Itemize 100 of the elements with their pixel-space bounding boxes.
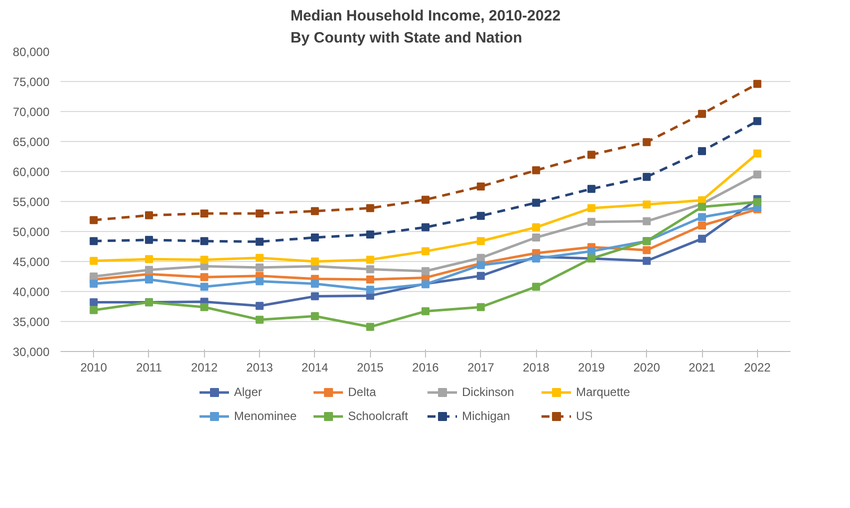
legend-label: Marquette — [576, 385, 632, 399]
point — [366, 265, 374, 274]
point — [366, 256, 374, 264]
point — [532, 166, 540, 174]
point — [144, 266, 153, 274]
point — [698, 202, 706, 211]
point — [310, 258, 319, 266]
point — [532, 282, 540, 291]
y-tick-label: 35,000 — [12, 315, 50, 329]
point — [753, 117, 762, 126]
legend-label: Alger — [234, 385, 264, 399]
y-tick-label: 65,000 — [12, 135, 50, 149]
point — [587, 184, 596, 193]
point — [310, 312, 319, 320]
point — [753, 198, 762, 206]
point — [256, 264, 264, 272]
point — [476, 182, 485, 190]
point — [587, 204, 596, 212]
y-tick-label: 60,000 — [12, 165, 50, 179]
point — [200, 237, 208, 246]
point — [532, 223, 540, 232]
point — [532, 234, 540, 242]
y-tick-label: 80,000 — [12, 45, 50, 59]
y-tick-label: 55,000 — [12, 195, 50, 209]
point — [422, 196, 430, 204]
point — [422, 267, 430, 276]
point — [310, 280, 319, 288]
x-tick-label: 2021 — [688, 360, 716, 374]
point — [642, 200, 651, 208]
point — [422, 247, 430, 256]
y-tick-label: 30,000 — [12, 345, 50, 359]
point — [200, 303, 208, 312]
point — [90, 237, 98, 246]
point — [200, 282, 208, 291]
point — [200, 210, 208, 218]
x-tick-label: 2017 — [467, 360, 494, 374]
point — [200, 256, 208, 264]
legend-label: Michigan — [462, 409, 512, 423]
point — [90, 306, 98, 314]
legend-label: Delta — [348, 385, 378, 399]
point — [256, 210, 264, 218]
y-tick-label: 45,000 — [12, 255, 50, 269]
point — [642, 246, 651, 254]
point — [366, 204, 374, 212]
point — [144, 211, 153, 220]
x-tick-label: 2016 — [412, 360, 440, 374]
x-tick-label: 2022 — [744, 360, 771, 374]
point — [532, 198, 540, 207]
point — [753, 170, 762, 178]
point — [642, 217, 651, 226]
x-tick-label: 2015 — [356, 360, 384, 374]
point — [698, 110, 706, 118]
x-tick-label: 2012 — [190, 360, 218, 374]
x-tick-label: 2010 — [80, 360, 108, 374]
x-tick-label: 2013 — [246, 360, 274, 374]
point — [200, 273, 208, 282]
point — [698, 234, 706, 243]
point — [642, 172, 651, 181]
x-tick-label: 2020 — [633, 360, 660, 374]
point — [642, 256, 651, 265]
x-tick-label: 2018 — [522, 360, 550, 374]
x-tick-label: 2019 — [578, 360, 606, 374]
point — [476, 237, 485, 246]
point — [144, 236, 153, 244]
point — [144, 276, 153, 284]
point — [698, 213, 706, 222]
legend-label: Dickinson — [462, 385, 516, 399]
point — [587, 150, 596, 159]
point — [422, 307, 430, 316]
point — [366, 230, 374, 238]
point — [310, 234, 319, 242]
y-tick-label: 75,000 — [12, 75, 50, 89]
point — [310, 292, 319, 300]
point — [256, 302, 264, 310]
point — [144, 255, 153, 264]
y-tick-label: 40,000 — [12, 285, 50, 299]
point — [366, 322, 374, 331]
point — [90, 298, 98, 306]
point — [256, 316, 264, 324]
point — [90, 280, 98, 288]
point — [587, 218, 596, 226]
chart-title: Median Household Income, 2010-2022 By County with State and Nation — [290, 7, 561, 46]
point — [753, 80, 762, 88]
legend-label: Menominee — [234, 409, 298, 423]
point — [642, 138, 651, 146]
point — [476, 303, 485, 312]
x-tick-label: 2014 — [302, 360, 329, 374]
point — [90, 256, 98, 265]
legend-label: US — [576, 409, 594, 423]
point — [90, 216, 98, 224]
point — [256, 254, 264, 262]
point — [476, 272, 485, 280]
point — [422, 223, 430, 232]
point — [256, 277, 264, 286]
point — [753, 150, 762, 158]
point — [310, 207, 319, 216]
point — [698, 222, 706, 230]
point — [698, 147, 706, 156]
point — [366, 276, 374, 284]
legend-label: Schoolcraft — [348, 409, 410, 423]
